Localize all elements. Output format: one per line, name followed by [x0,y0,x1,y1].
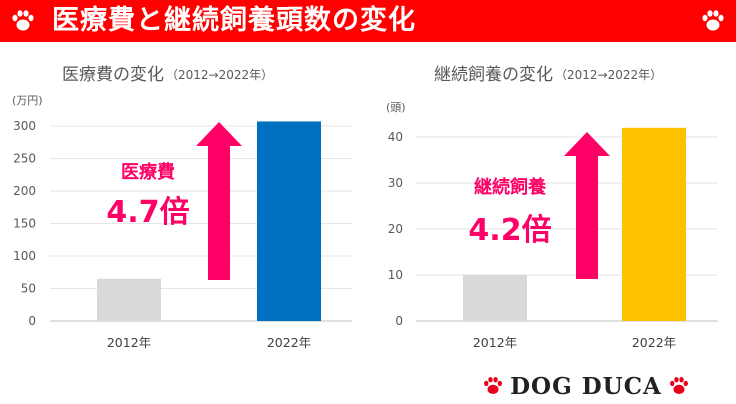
y-axis-unit-label: (万円) [12,94,43,107]
y-tick-label: 40 [388,130,403,144]
y-tick-label: 100 [13,249,36,263]
header-banner: 医療費と継続飼養頭数の変化 [0,0,736,42]
y-tick-label: 0 [395,314,403,328]
y-tick-label: 150 [13,217,36,231]
paw-icon [702,10,724,31]
paw-icon [12,10,34,31]
growth-arrow-shaft [576,155,598,279]
callout-label: 医療費 [121,161,175,183]
chart-subtitle: （2012→2022年） [166,68,273,82]
paw-icon [484,376,503,395]
y-tick-label: 10 [388,268,403,282]
y-tick-label: 20 [388,222,403,236]
chart-subtitle: （2012→2022年） [555,68,662,82]
y-tick-label: 0 [28,314,36,328]
callout-label: 継続飼養 [474,176,546,198]
y-axis-unit-label: (頭) [386,101,406,114]
brand-logo-text: DOG DUCA [510,372,662,400]
bar [463,275,527,321]
bar [97,278,161,321]
callout-value: 4.7倍 [106,195,189,230]
callout-value: 4.2倍 [468,213,551,248]
y-tick-label: 250 [13,152,36,166]
x-category-label: 2012年 [473,335,517,350]
growth-arrow-shaft [208,145,230,280]
bar [622,127,686,321]
y-tick-label: 300 [13,119,36,133]
brand-logo: DOG DUCA [468,372,704,400]
chart-title: 継続飼養の変化 [434,65,553,85]
chart-title: 医療費の変化 [62,65,164,85]
y-tick-label: 30 [388,176,403,190]
growth-arrow-head [564,132,610,156]
y-tick-label: 200 [13,184,36,198]
x-category-label: 2022年 [267,335,311,350]
x-category-label: 2022年 [632,335,676,350]
page-title: 医療費と継続飼養頭数の変化 [52,5,416,36]
y-tick-label: 50 [21,282,36,296]
paw-icon [669,376,688,395]
growth-arrow-head [196,122,242,146]
x-category-label: 2012年 [107,335,151,350]
bar [257,121,321,321]
